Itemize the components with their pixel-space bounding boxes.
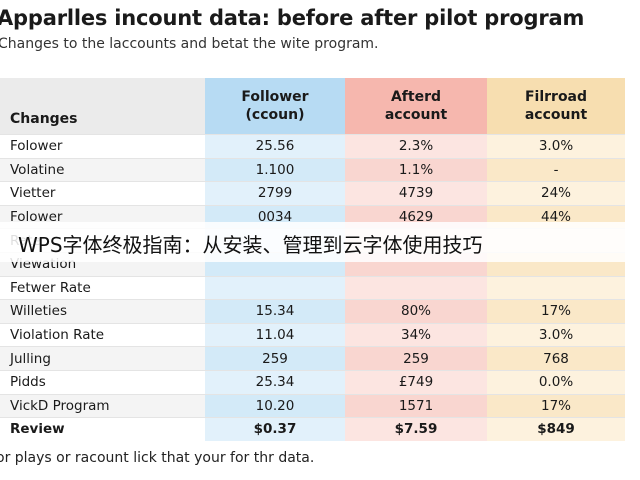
table-cell <box>205 275 345 300</box>
table-row: VickD Program 10.20 1571 17% <box>0 393 625 418</box>
table-cell: 2799 <box>205 181 345 206</box>
table-row: Pidds 25.34 £749 0.0% <box>0 369 625 395</box>
table-cell: VickD Program <box>0 393 205 418</box>
table-cell: 0.0% <box>487 369 625 395</box>
table-row: Willeties 15.34 80% 17% <box>0 299 625 324</box>
table-row: Julling 259 259 768 <box>0 346 625 371</box>
table-cell: 10.20 <box>205 393 345 418</box>
column-header: Afterd account <box>345 78 487 135</box>
overlay-banner: WPS字体终极指南：从安装、管理到云字体使用技巧 <box>0 222 640 262</box>
header-row: Changes Follower (ccoun) Afterd account Fil… <box>0 78 625 135</box>
table-cell: 1571 <box>345 393 487 418</box>
table-cell: 1.100 <box>205 157 345 182</box>
table-cell: $7.59 <box>345 417 487 441</box>
table-row: Volatine 1.100 1.1% - <box>0 157 625 182</box>
table-cell: 1.1% <box>345 157 487 182</box>
table-cell <box>345 275 487 300</box>
table-cell: £749 <box>345 369 487 395</box>
table-cell: 17% <box>487 299 625 324</box>
table-cell: 80% <box>345 299 487 324</box>
column-header: Filrroad account <box>487 78 625 135</box>
table-cell: 34% <box>345 322 487 347</box>
table-row: Violation Rate 11.04 34% 3.0% <box>0 322 625 347</box>
table-row: Review $0.37 $7.59 $849 <box>0 417 625 441</box>
table-row: Fetwer Rate <box>0 275 625 300</box>
table-cell: Fetwer Rate <box>0 275 205 300</box>
table-cell: 4739 <box>345 181 487 206</box>
table-cell: 11.04 <box>205 322 345 347</box>
table-cell: 768 <box>487 346 625 371</box>
table-cell: 259 <box>205 346 345 371</box>
table-cell: 25.56 <box>205 134 345 159</box>
table-cell: 2.3% <box>345 134 487 159</box>
table-cell: Volatine <box>0 157 205 182</box>
table-cell: 3.0% <box>487 322 625 347</box>
table-cell: Pidds <box>0 369 205 395</box>
table-cell <box>487 275 625 300</box>
column-header: Follower (ccoun) <box>205 78 345 135</box>
table-cell: Violation Rate <box>0 322 205 347</box>
overlay-text: WPS字体终极指南：从安装、管理到云字体使用技巧 <box>18 233 483 257</box>
table-cell: 25.34 <box>205 369 345 395</box>
table-cell: Review <box>0 417 205 441</box>
table-cell: 15.34 <box>205 299 345 324</box>
subtitle: Changes to the laccounts and betat the w… <box>0 36 379 52</box>
table-cell: Julling <box>0 346 205 371</box>
table-cell: Willeties <box>0 299 205 324</box>
table-cell: 3.0% <box>487 134 625 159</box>
table-cell: 24% <box>487 181 625 206</box>
table-row: Vietter 2799 4739 24% <box>0 181 625 206</box>
table-cell: - <box>487 157 625 182</box>
table-cell: $849 <box>487 417 625 441</box>
table-cell: $0.37 <box>205 417 345 441</box>
table-cell: 17% <box>487 393 625 418</box>
footer: or plays or racount lick that your for t… <box>0 450 315 466</box>
table-cell: Folower <box>0 134 205 159</box>
table-cell: Vietter <box>0 181 205 206</box>
table-cell: 259 <box>345 346 487 371</box>
table-row: Folower 25.56 2.3% 3.0% <box>0 134 625 159</box>
title: Apparlles incount data: before after pil… <box>0 6 585 30</box>
column-header: Changes <box>0 78 205 135</box>
